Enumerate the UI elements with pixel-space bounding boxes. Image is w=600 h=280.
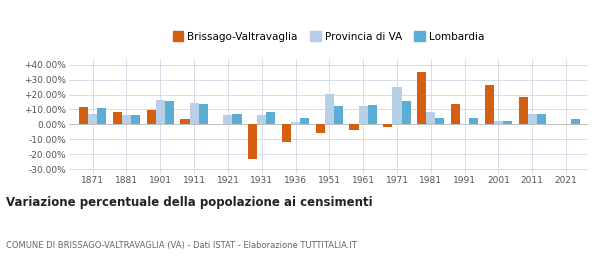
- Bar: [291, 122, 300, 124]
- Bar: [181, 119, 190, 124]
- Bar: [494, 122, 503, 124]
- Bar: [417, 72, 426, 124]
- Bar: [426, 112, 436, 124]
- Bar: [122, 115, 131, 124]
- Bar: [223, 115, 232, 124]
- Bar: [392, 87, 401, 124]
- Bar: [131, 115, 140, 124]
- Bar: [527, 114, 537, 124]
- Bar: [485, 85, 494, 124]
- Bar: [571, 119, 580, 124]
- Bar: [359, 106, 368, 124]
- Bar: [199, 104, 208, 124]
- Bar: [460, 124, 469, 125]
- Bar: [451, 104, 460, 124]
- Bar: [232, 114, 242, 124]
- Bar: [97, 108, 106, 124]
- Bar: [518, 97, 527, 124]
- Bar: [248, 124, 257, 159]
- Bar: [79, 106, 88, 124]
- Bar: [334, 106, 343, 124]
- Bar: [436, 118, 445, 124]
- Bar: [165, 101, 174, 124]
- Bar: [316, 124, 325, 133]
- Bar: [368, 105, 377, 124]
- Bar: [88, 114, 97, 124]
- Bar: [156, 100, 165, 124]
- Bar: [401, 101, 410, 124]
- Text: COMUNE DI BRISSAGO-VALTRAVAGLIA (VA) - Dati ISTAT - Elaborazione TUTTITALIA.IT: COMUNE DI BRISSAGO-VALTRAVAGLIA (VA) - D…: [6, 241, 357, 250]
- Text: Variazione percentuale della popolazione ai censimenti: Variazione percentuale della popolazione…: [6, 196, 373, 209]
- Bar: [282, 124, 291, 142]
- Bar: [469, 118, 478, 124]
- Bar: [325, 94, 334, 124]
- Bar: [537, 114, 546, 124]
- Bar: [503, 122, 512, 124]
- Bar: [300, 118, 309, 124]
- Bar: [113, 113, 122, 124]
- Bar: [257, 115, 266, 124]
- Bar: [146, 110, 156, 124]
- Legend: Brissago-Valtravaglia, Provincia di VA, Lombardia: Brissago-Valtravaglia, Provincia di VA, …: [169, 27, 488, 46]
- Bar: [266, 113, 275, 124]
- Bar: [383, 124, 392, 127]
- Bar: [190, 103, 199, 124]
- Bar: [349, 124, 359, 130]
